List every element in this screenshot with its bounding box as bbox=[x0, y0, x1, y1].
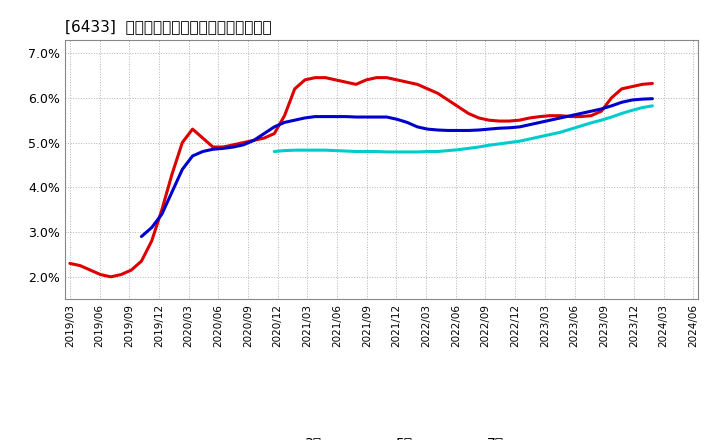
7年 bbox=[290, 147, 299, 153]
3年 bbox=[209, 144, 217, 150]
7年 bbox=[280, 148, 289, 153]
7年 bbox=[464, 146, 473, 151]
5年 bbox=[648, 96, 657, 101]
7年 bbox=[536, 134, 544, 139]
7年 bbox=[433, 149, 442, 154]
7年 bbox=[587, 120, 595, 125]
7年 bbox=[607, 114, 616, 120]
7年 bbox=[372, 149, 381, 154]
7年 bbox=[362, 149, 371, 154]
7年 bbox=[444, 148, 452, 153]
7年 bbox=[311, 147, 320, 153]
3年 bbox=[474, 115, 483, 121]
Line: 3年: 3年 bbox=[70, 77, 652, 277]
Line: 7年: 7年 bbox=[274, 106, 652, 152]
Line: 5年: 5年 bbox=[141, 99, 652, 237]
5年 bbox=[250, 138, 258, 143]
3年 bbox=[577, 114, 585, 119]
7年 bbox=[577, 123, 585, 128]
7年 bbox=[648, 103, 657, 109]
7年 bbox=[321, 147, 330, 153]
7年 bbox=[505, 140, 513, 145]
Text: [6433]  経常利益マージンの標準偏差の推移: [6433] 経常利益マージンの標準偏差の推移 bbox=[65, 19, 271, 34]
7年 bbox=[628, 108, 636, 113]
7年 bbox=[423, 149, 432, 154]
5年 bbox=[505, 125, 513, 130]
7年 bbox=[413, 149, 422, 154]
7年 bbox=[352, 149, 361, 154]
3年 bbox=[66, 261, 74, 266]
5年 bbox=[474, 127, 483, 132]
7年 bbox=[270, 149, 279, 154]
7年 bbox=[526, 136, 534, 142]
7年 bbox=[516, 139, 524, 144]
3年 bbox=[219, 144, 228, 150]
3年 bbox=[628, 84, 636, 89]
3年 bbox=[311, 75, 320, 80]
5年 bbox=[137, 234, 145, 239]
7年 bbox=[474, 144, 483, 150]
3年 bbox=[516, 117, 524, 123]
7年 bbox=[485, 143, 493, 148]
7年 bbox=[341, 148, 350, 154]
7年 bbox=[454, 147, 462, 152]
7年 bbox=[495, 141, 503, 147]
7年 bbox=[301, 147, 310, 153]
7年 bbox=[556, 130, 564, 135]
7年 bbox=[638, 105, 647, 110]
5年 bbox=[638, 96, 647, 102]
7年 bbox=[331, 148, 340, 153]
7年 bbox=[546, 132, 554, 137]
3年 bbox=[107, 274, 115, 279]
Legend: 3年, 5年, 7年: 3年, 5年, 7年 bbox=[254, 431, 509, 440]
7年 bbox=[597, 117, 606, 123]
7年 bbox=[392, 149, 401, 154]
7年 bbox=[382, 149, 391, 154]
5年 bbox=[290, 117, 299, 123]
7年 bbox=[618, 111, 626, 116]
7年 bbox=[402, 149, 411, 154]
3年 bbox=[648, 81, 657, 86]
7年 bbox=[567, 126, 575, 132]
5年 bbox=[301, 115, 310, 121]
